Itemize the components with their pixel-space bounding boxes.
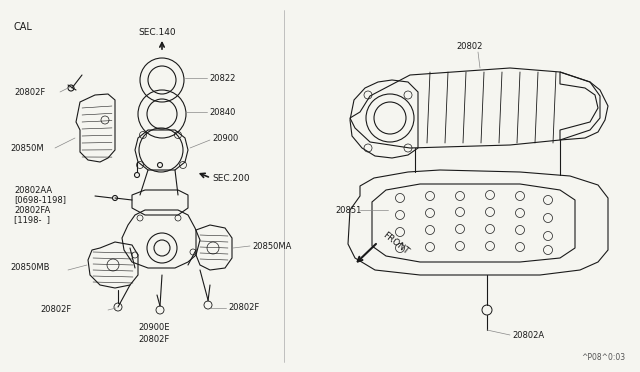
Text: 20802F: 20802F (14, 87, 45, 96)
Text: FRONT: FRONT (381, 231, 411, 257)
Text: SEC.200: SEC.200 (212, 173, 250, 183)
Text: 20802FA: 20802FA (14, 205, 51, 215)
Text: 20802F: 20802F (138, 336, 169, 344)
Text: 20822: 20822 (209, 74, 236, 83)
Text: 20850MB: 20850MB (10, 263, 49, 273)
Text: 20851: 20851 (335, 205, 362, 215)
Text: 20802A: 20802A (512, 330, 544, 340)
Text: 20900: 20900 (212, 134, 238, 142)
Text: 20850M: 20850M (10, 144, 44, 153)
Text: 20802F: 20802F (40, 305, 71, 314)
Text: [0698-1198]: [0698-1198] (14, 196, 66, 205)
Text: ^P08^0:03: ^P08^0:03 (581, 353, 625, 362)
Text: 20850MA: 20850MA (252, 241, 291, 250)
Text: [1198-  ]: [1198- ] (14, 215, 50, 224)
Text: SEC.140: SEC.140 (138, 28, 175, 37)
Text: CAL: CAL (14, 22, 33, 32)
Text: 20900E: 20900E (138, 324, 170, 333)
Text: 20802AA: 20802AA (14, 186, 52, 195)
Text: 20802F: 20802F (228, 304, 259, 312)
Text: 20802: 20802 (456, 42, 483, 51)
Text: 20840: 20840 (209, 108, 236, 116)
